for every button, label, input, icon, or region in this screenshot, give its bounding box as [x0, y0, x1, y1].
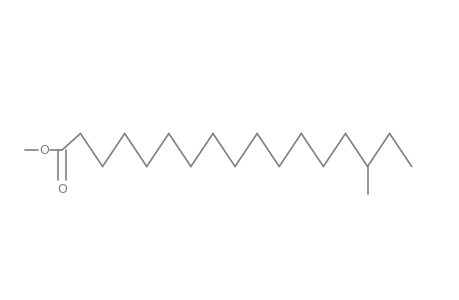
- Text: O: O: [57, 183, 67, 196]
- Text: O: O: [39, 143, 49, 157]
